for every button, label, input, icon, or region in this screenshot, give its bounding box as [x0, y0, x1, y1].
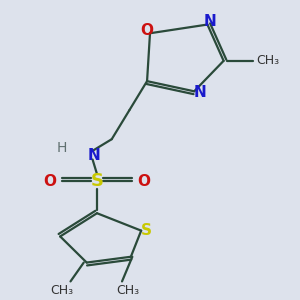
Text: S: S	[91, 172, 103, 190]
Text: O: O	[44, 174, 56, 189]
Text: H: H	[56, 141, 67, 155]
Text: N: N	[194, 85, 206, 100]
Text: CH₃: CH₃	[116, 284, 140, 297]
Text: O: O	[138, 174, 151, 189]
Text: CH₃: CH₃	[256, 54, 279, 67]
Text: O: O	[141, 23, 154, 38]
Text: S: S	[141, 223, 152, 238]
Text: N: N	[204, 14, 217, 29]
Text: N: N	[88, 148, 100, 163]
Text: CH₃: CH₃	[50, 284, 73, 297]
